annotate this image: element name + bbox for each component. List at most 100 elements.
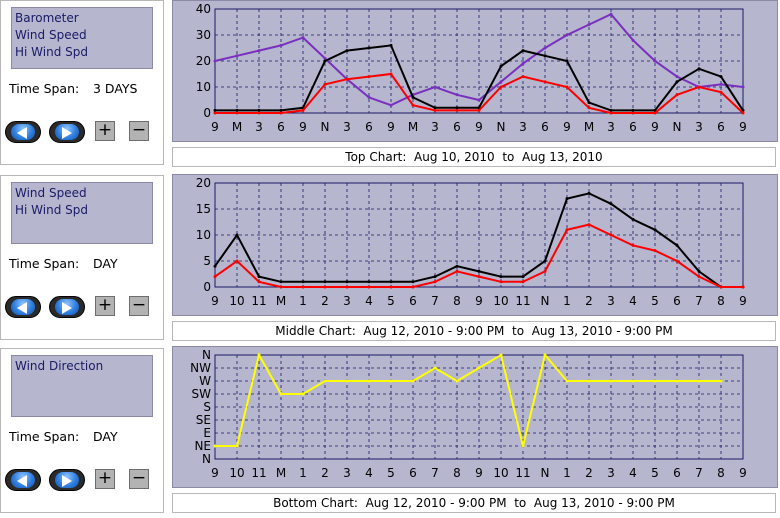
x-tick-label: 3 xyxy=(343,120,351,134)
data-point xyxy=(257,108,261,112)
time-span-label: Time Span: xyxy=(9,81,80,96)
plot-border xyxy=(214,354,744,460)
bottom-chart-panel: Wind Direction Time Span: DAY + − xyxy=(0,348,164,513)
data-point xyxy=(565,59,569,63)
data-point xyxy=(235,444,239,448)
data-point xyxy=(455,93,459,97)
x-tick-label: 1 xyxy=(299,294,307,308)
zoom-out-button[interactable]: − xyxy=(129,121,149,141)
data-point xyxy=(499,80,503,84)
back-button[interactable] xyxy=(5,469,41,491)
data-point xyxy=(411,103,415,107)
zoom-out-button[interactable]: − xyxy=(129,296,149,316)
x-tick-label: 11 xyxy=(515,466,530,480)
x-tick-label: 6 xyxy=(673,466,681,480)
x-tick-label: 10 xyxy=(493,294,508,308)
x-tick-label: N xyxy=(321,120,330,134)
data-point xyxy=(279,392,283,396)
data-point xyxy=(213,264,217,268)
series-list[interactable]: Barometer Wind Speed Hi Wind Spd xyxy=(11,7,153,69)
data-point xyxy=(653,249,657,253)
data-point xyxy=(631,217,635,221)
data-point xyxy=(345,280,349,284)
x-tick-label: 4 xyxy=(365,466,373,480)
forward-button[interactable] xyxy=(49,469,85,491)
data-point xyxy=(653,379,657,383)
x-tick-label: 2 xyxy=(585,294,593,308)
zoom-in-button[interactable]: + xyxy=(95,296,115,316)
x-tick-label: 9 xyxy=(211,466,219,480)
data-point xyxy=(565,197,569,201)
data-point xyxy=(521,275,525,279)
forward-button[interactable] xyxy=(49,121,85,143)
time-span-row: Time Span: DAY xyxy=(9,256,118,271)
data-point xyxy=(609,379,613,383)
x-tick-label: 1 xyxy=(299,466,307,480)
y-tick-label: 40 xyxy=(196,2,211,16)
data-point xyxy=(675,243,679,247)
data-point xyxy=(411,95,415,99)
data-point xyxy=(257,353,261,357)
series-list[interactable]: Wind Speed Hi Wind Spd xyxy=(11,182,153,244)
data-point xyxy=(609,12,613,16)
data-point xyxy=(389,285,393,289)
series-item-wind-speed[interactable]: Wind Speed xyxy=(15,186,87,200)
data-point xyxy=(609,108,613,112)
x-tick-label: 3 xyxy=(695,120,703,134)
data-point xyxy=(389,379,393,383)
series-item-wind-direction[interactable]: Wind Direction xyxy=(15,359,104,373)
data-point xyxy=(301,108,305,112)
data-point xyxy=(433,280,437,284)
data-point xyxy=(257,111,261,115)
data-point xyxy=(675,93,679,97)
data-point xyxy=(697,85,701,89)
back-button[interactable] xyxy=(5,296,41,318)
data-point xyxy=(411,285,415,289)
x-tick-label: 9 xyxy=(739,120,747,134)
data-point xyxy=(455,379,459,383)
series-list[interactable]: Wind Direction xyxy=(11,355,153,417)
x-tick-label: 6 xyxy=(673,294,681,308)
zoom-out-button[interactable]: − xyxy=(129,469,149,489)
data-point xyxy=(279,280,283,284)
data-point xyxy=(719,379,723,383)
x-tick-label: N xyxy=(541,466,550,480)
series-item-barometer[interactable]: Barometer xyxy=(15,11,79,25)
time-span-value: DAY xyxy=(92,256,118,271)
x-tick-label: 11 xyxy=(251,466,266,480)
x-tick-label: 7 xyxy=(431,466,439,480)
zoom-in-button[interactable]: + xyxy=(95,121,115,141)
x-tick-label: 9 xyxy=(211,294,219,308)
data-point xyxy=(697,269,701,273)
middle-chart: 0 5 10 15 20 9 10 11 M 1 2 3 4 5 6 7 8 9 10 11 N 1 2 3 4 5 6 7 8 9 xyxy=(172,174,778,316)
data-point xyxy=(367,280,371,284)
data-point xyxy=(631,379,635,383)
data-point xyxy=(499,85,503,89)
data-point xyxy=(543,46,547,50)
y-tick-label: SW xyxy=(192,387,212,401)
y-tick-label: SE xyxy=(196,413,211,427)
data-point xyxy=(697,67,701,71)
forward-button[interactable] xyxy=(49,296,85,318)
x-tick-label: 3 xyxy=(343,294,351,308)
series-item-hi-wind-spd[interactable]: Hi Wind Spd xyxy=(15,203,88,217)
x-tick-label: 5 xyxy=(387,294,395,308)
x-tick-label: 9 xyxy=(387,120,395,134)
right-arrow-icon xyxy=(62,127,72,139)
y-tick-label: 30 xyxy=(196,28,211,42)
x-tick-label: 8 xyxy=(717,466,725,480)
bottom-chart-caption: Bottom Chart: Aug 12, 2010 - 9:00 PM to … xyxy=(172,493,776,513)
data-point xyxy=(565,85,569,89)
data-point xyxy=(675,80,679,84)
x-tick-label: 4 xyxy=(629,466,637,480)
back-button[interactable] xyxy=(5,121,41,143)
x-tick-label: 6 xyxy=(453,120,461,134)
x-tick-label: 11 xyxy=(515,294,530,308)
data-point xyxy=(653,228,657,232)
series-item-wind-speed[interactable]: Wind Speed xyxy=(15,28,87,42)
x-tick-label: 10 xyxy=(229,466,244,480)
series-item-hi-wind-spd[interactable]: Hi Wind Spd xyxy=(15,45,88,59)
zoom-in-button[interactable]: + xyxy=(95,469,115,489)
left-arrow-icon xyxy=(17,302,27,314)
x-tick-label: 3 xyxy=(519,120,527,134)
